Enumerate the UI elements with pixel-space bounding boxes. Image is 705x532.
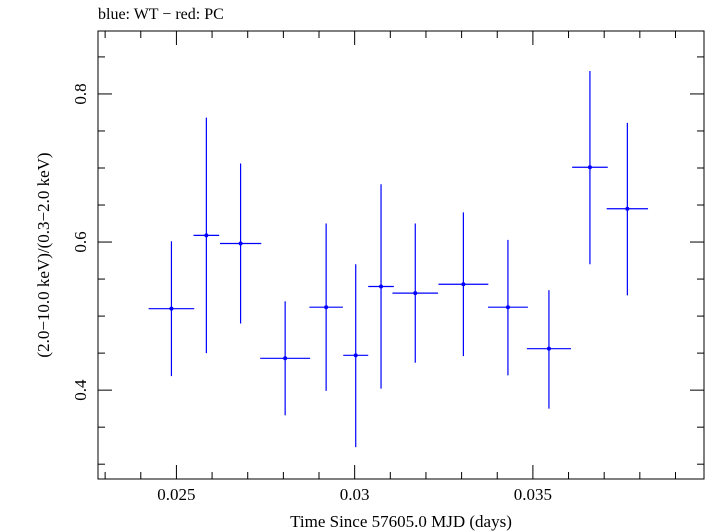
plot-frame [97,30,705,480]
data-point [343,264,369,448]
data-point [606,122,649,296]
x-tick-label: 0.035 [514,485,552,504]
data-point [438,212,489,357]
data-point [526,290,572,409]
data-point-marker [238,241,243,246]
data-series-wt [148,70,649,448]
data-point-marker [625,206,630,211]
y-tick-label: 0.4 [71,379,90,401]
data-point [309,223,343,391]
axis-ticks [98,31,704,479]
chart-title: blue: WT − red: PC [98,6,224,23]
data-point-marker [379,284,384,289]
y-tick-label: 0.8 [71,83,90,104]
data-point-marker [461,282,466,287]
data-point [219,163,262,324]
data-point [260,301,311,416]
x-tick-label: 0.03 [340,485,370,504]
data-point [368,184,394,389]
data-point-marker [413,291,418,296]
data-point [148,241,195,377]
data-point-marker [283,356,288,361]
data-point [392,223,439,363]
data-point-marker [169,306,174,311]
y-axis-label: (2.0−10.0 keV)/(0.3−2.0 keV) [34,152,53,357]
x-axis-label: Time Since 57605.0 MJD (days) [290,512,512,531]
y-tick-label: 0.6 [71,231,90,252]
x-tick-label: 0.025 [157,485,195,504]
axis-tick-labels: 0.025 0.03 0.035 0.4 0.6 0.8 [71,83,552,504]
data-point-marker [546,346,551,351]
data-point [193,117,220,354]
data-point-marker [353,353,358,358]
data-point-marker [587,165,592,170]
data-point [487,239,528,376]
data-point-marker [204,233,209,238]
data-point [572,70,608,265]
data-point-marker [324,305,329,310]
data-point-marker [505,305,510,310]
